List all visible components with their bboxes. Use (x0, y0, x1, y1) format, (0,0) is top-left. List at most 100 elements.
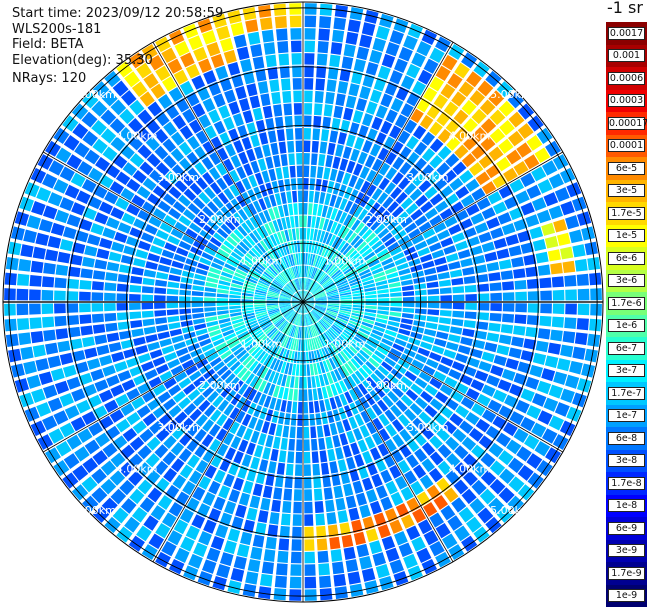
range-gate-cell (201, 343, 214, 352)
range-gate-cell (279, 65, 290, 79)
range-gate-cell (366, 215, 378, 228)
range-gate-cell (298, 291, 303, 302)
range-gate-cell (337, 315, 349, 322)
range-gate-cell (157, 494, 173, 510)
range-gate-cell (495, 432, 511, 448)
range-gate-cell (406, 252, 419, 262)
range-gate-cell (155, 428, 170, 442)
range-gate-cell (394, 229, 407, 241)
range-gate-cell (218, 280, 231, 286)
range-gate-cell (88, 167, 104, 182)
range-gate-cell (241, 304, 254, 309)
range-gate-cell (260, 275, 272, 284)
range-gate-cell (234, 272, 246, 280)
range-gate-cell (179, 283, 192, 290)
range-gate-cell (536, 209, 552, 224)
range-gate-cell (279, 305, 292, 310)
range-gate-cell (305, 339, 308, 351)
range-gate-cell (308, 401, 314, 414)
range-gate-cell (100, 460, 117, 476)
range-gate-cell (258, 280, 270, 287)
range-gate-cell (220, 206, 232, 218)
range-gate-cell (149, 169, 163, 184)
range-gate-cell (88, 422, 104, 437)
range-gate-cell (16, 303, 29, 316)
range-ring-label: 4.00km (449, 130, 491, 143)
range-gate-cell (313, 103, 323, 116)
range-gate-cell (283, 256, 290, 268)
range-gate-cell (303, 293, 312, 302)
range-gate-cell (208, 423, 221, 437)
range-gate-cell (193, 318, 206, 325)
range-gate-cell (249, 360, 259, 372)
range-gate-cell (360, 272, 372, 280)
range-gate-cell (411, 52, 426, 68)
range-gate-cell (451, 277, 464, 286)
range-gate-cell (387, 219, 399, 231)
range-gate-cell (311, 216, 317, 228)
range-gate-cell (136, 462, 152, 477)
range-gate-cell (283, 323, 291, 334)
range-gate-cell (443, 420, 457, 435)
range-gate-cell (128, 135, 143, 151)
range-gate-cell (471, 461, 487, 477)
range-gate-cell (243, 163, 253, 177)
range-gate-cell (437, 324, 450, 333)
range-gate-cell (42, 384, 58, 399)
range-gate-cell (322, 279, 333, 288)
range-gate-cell (520, 388, 535, 402)
range-gate-cell (121, 379, 136, 392)
range-gate-cell (369, 202, 381, 215)
range-gate-cell (57, 251, 71, 264)
range-gate-cell (276, 373, 284, 386)
range-gate-cell (168, 405, 182, 418)
range-gate-cell (478, 361, 492, 373)
range-gate-cell (445, 119, 461, 134)
range-gate-cell (365, 298, 377, 302)
range-gate-cell (258, 198, 267, 211)
range-gate-cell (64, 184, 80, 199)
range-gate-cell (308, 266, 313, 278)
range-gate-cell (239, 352, 250, 363)
range-gate-cell (327, 306, 339, 310)
range-gate-cell (263, 395, 272, 408)
range-gate-cell (131, 507, 148, 523)
range-gate-cell (412, 508, 427, 524)
range-gate-cell (191, 307, 204, 313)
range-gate-cell (410, 480, 424, 496)
range-gate-cell (242, 110, 254, 124)
range-gate-cell (334, 275, 346, 284)
range-gate-cell (299, 326, 302, 339)
range-gate-cell (298, 339, 301, 351)
range-gate-cell (359, 86, 371, 100)
range-gate-cell (309, 363, 315, 376)
range-gate-cell (285, 128, 294, 141)
range-gate-cell (394, 257, 407, 266)
range-gate-cell (209, 151, 221, 166)
range-gate-cell (285, 337, 292, 349)
range-gate-cell (292, 302, 303, 307)
range-gate-cell (289, 576, 302, 589)
range-gate-cell (92, 506, 110, 523)
range-gate-cell (322, 218, 330, 231)
range-gate-cell (337, 225, 346, 237)
range-gate-cell (181, 359, 195, 370)
range-gate-cell (129, 302, 141, 311)
range-gate-cell (267, 67, 279, 80)
range-gate-cell (293, 203, 298, 215)
range-gate-cell (315, 78, 326, 91)
range-gate-cell (353, 163, 363, 177)
range-gate-cell (274, 277, 285, 287)
range-gate-cell (326, 512, 337, 525)
range-gate-cell (191, 302, 204, 308)
range-gate-cell (352, 295, 365, 300)
range-ring-label: 2.00km (365, 213, 407, 226)
range-gate-cell (199, 363, 212, 375)
range-gate-cell (259, 407, 268, 420)
range-gate-cell (276, 563, 288, 576)
range-gate-cell (424, 207, 438, 220)
range-gate-cell (288, 337, 294, 350)
range-gate-cell (342, 444, 352, 458)
range-gate-cell (243, 339, 255, 349)
range-gate-cell (233, 364, 245, 376)
